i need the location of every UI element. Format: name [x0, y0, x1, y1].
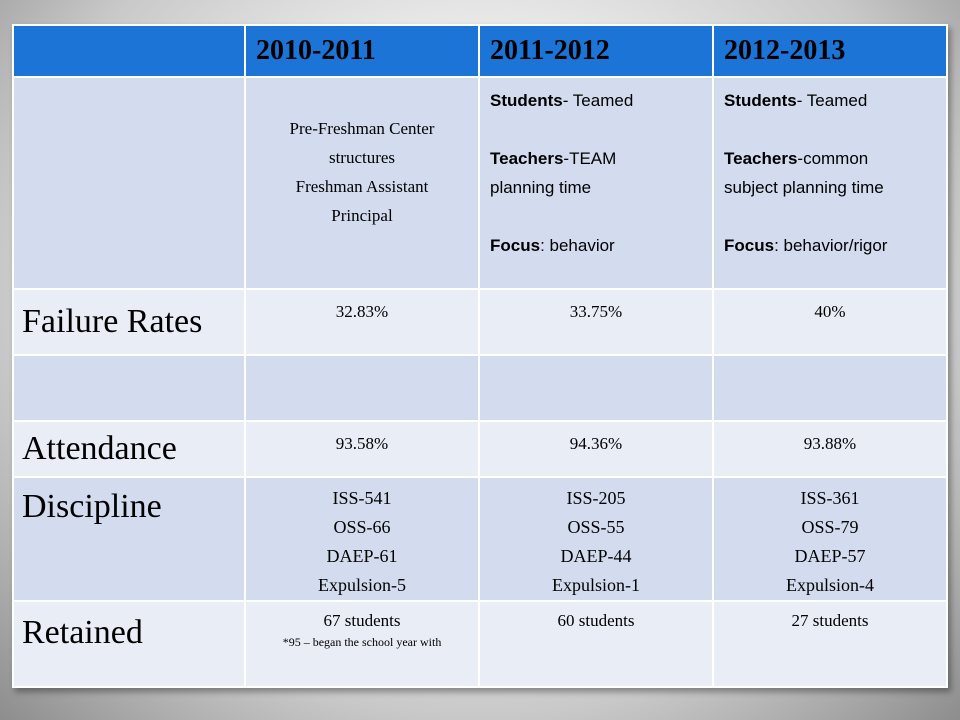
- retained-2012-2013: 27 students: [712, 600, 948, 688]
- failure-rates-row: Failure Rates 32.83% 33.75% 40%: [12, 288, 948, 356]
- empty-cell: [12, 354, 246, 422]
- header-year-2012-2013: 2012-2013: [712, 24, 948, 78]
- structure-row: Pre-Freshman Center structures Freshman …: [12, 76, 948, 290]
- failure-rates-label: Failure Rates: [12, 288, 246, 356]
- structure-cell-2012-2013: Students- Teamed Teachers-common subject…: [712, 76, 948, 290]
- attendance-label: Attendance: [12, 420, 246, 478]
- structure-label-cell: [12, 76, 246, 290]
- header-year-2011-2012: 2011-2012: [478, 24, 714, 78]
- discipline-2012-2013: ISS-361 OSS-79 DAEP-57 Expulsion-4: [712, 476, 948, 602]
- attendance-2011-2012: 94.36%: [478, 420, 714, 478]
- discipline-label: Discipline: [12, 476, 246, 602]
- attendance-2012-2013: 93.88%: [712, 420, 948, 478]
- failure-rate-2012-2013: 40%: [712, 288, 948, 356]
- empty-row: [12, 354, 948, 422]
- empty-cell: [478, 354, 714, 422]
- retained-2010-2011: 67 students *95 – began the school year …: [244, 600, 480, 688]
- discipline-row: Discipline ISS-541 OSS-66 DAEP-61 Expuls…: [12, 476, 948, 602]
- failure-rate-2010-2011: 32.83%: [244, 288, 480, 356]
- header-row: 2010-2011 2011-2012 2012-2013: [12, 24, 948, 78]
- header-year-2010-2011: 2010-2011: [244, 24, 480, 78]
- header-blank-cell: [12, 24, 246, 78]
- failure-rate-2011-2012: 33.75%: [478, 288, 714, 356]
- retained-row: Retained 67 students *95 – began the sch…: [12, 600, 948, 688]
- empty-cell: [712, 354, 948, 422]
- empty-cell: [244, 354, 480, 422]
- retained-2011-2012: 60 students: [478, 600, 714, 688]
- structure-cell-2010-2011: Pre-Freshman Center structures Freshman …: [244, 76, 480, 290]
- discipline-2011-2012: ISS-205 OSS-55 DAEP-44 Expulsion-1: [478, 476, 714, 602]
- retained-label: Retained: [12, 600, 246, 688]
- discipline-2010-2011: ISS-541 OSS-66 DAEP-61 Expulsion-5: [244, 476, 480, 602]
- retained-note: *95 – began the school year with: [282, 635, 442, 649]
- data-table: 2010-2011 2011-2012 2012-2013 Pre-Freshm…: [12, 24, 948, 688]
- attendance-row: Attendance 93.58% 94.36% 93.88%: [12, 420, 948, 478]
- attendance-2010-2011: 93.58%: [244, 420, 480, 478]
- structure-cell-2011-2012: Students- Teamed Teachers-TEAM planning …: [478, 76, 714, 290]
